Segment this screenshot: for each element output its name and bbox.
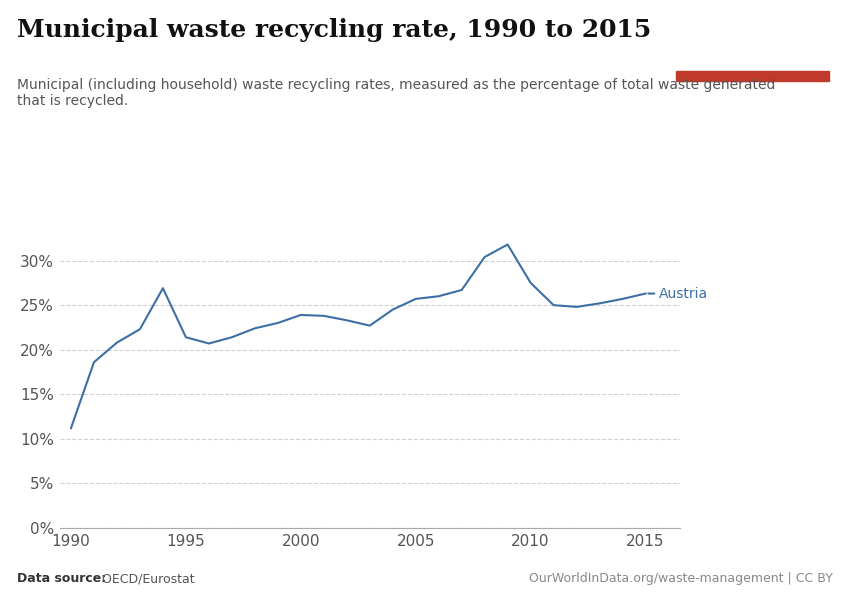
Text: in Data: in Data [727, 47, 778, 60]
Bar [676, 71, 829, 81]
Text: Municipal waste recycling rate, 1990 to 2015: Municipal waste recycling rate, 1990 to … [17, 18, 651, 42]
Text: Austria: Austria [660, 287, 708, 301]
Text: OurWorldInData.org/waste-management | CC BY: OurWorldInData.org/waste-management | CC… [529, 572, 833, 585]
Text: Our World: Our World [717, 25, 788, 38]
Text: OECD/Eurostat: OECD/Eurostat [98, 572, 195, 585]
Text: Data source:: Data source: [17, 572, 106, 585]
Text: Municipal (including household) waste recycling rates, measured as the percentag: Municipal (including household) waste re… [17, 78, 775, 108]
